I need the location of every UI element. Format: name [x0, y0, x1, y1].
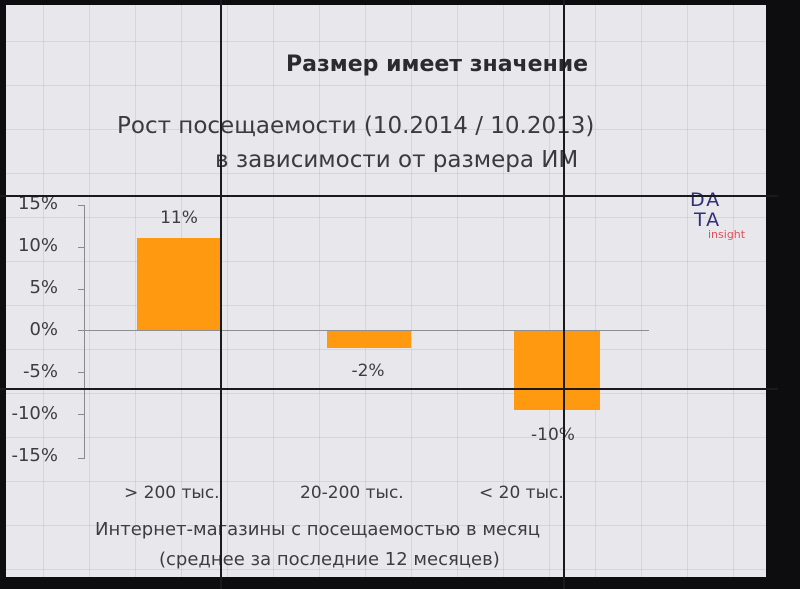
y-tick-mark: [78, 372, 84, 373]
logo-line1: DA: [690, 189, 722, 211]
y-tick-label: 0%: [29, 319, 58, 340]
chart-subtitle-line2: в зависимости от размера ИМ: [215, 147, 579, 173]
x-category-label: < 20 тыс.: [479, 483, 564, 503]
x-category-label: 20-200 тыс.: [300, 483, 404, 503]
y-tick-label: -5%: [22, 361, 58, 382]
x-category-label: > 200 тыс.: [124, 483, 220, 503]
y-tick-label: 10%: [17, 235, 58, 256]
x-axis-title-line2: (среднее за последние 12 месяцев): [159, 549, 500, 570]
overlay-guide-vertical: [563, 0, 565, 589]
y-tick-mark: [78, 289, 84, 290]
y-tick-mark: [78, 330, 84, 331]
data-label-under-20k: -10%: [531, 425, 575, 445]
y-tick-mark: [78, 247, 84, 248]
y-tick-label: 5%: [29, 277, 58, 298]
data-label-20-200k: -2%: [351, 361, 385, 381]
logo-line2: TA: [694, 209, 722, 231]
y-axis: [84, 205, 85, 459]
data-label-over-200k: 11%: [160, 208, 198, 228]
chart-subtitle-line1: Рост посещаемости (10.2014 / 10.2013): [117, 113, 595, 139]
logo-tagline: insight: [708, 228, 746, 241]
x-axis-title-line1: Интернет-магазины с посещаемостью в меся…: [95, 519, 540, 540]
y-tick-mark: [78, 205, 84, 206]
y-tick-mark: [78, 414, 84, 415]
overlay-guide-horizontal: [0, 195, 778, 197]
zero-baseline: [84, 330, 649, 331]
slide-title: Размер имеет значение: [286, 52, 589, 77]
data-insight-logo: DA TA insight: [690, 190, 745, 241]
overlay-guide-horizontal: [0, 388, 778, 390]
slide-screen: [6, 5, 766, 577]
overlay-guide-vertical: [220, 0, 222, 589]
y-tick-mark: [78, 458, 84, 459]
bar-under-20k: [514, 331, 600, 410]
bar-over-200k: [137, 238, 221, 330]
y-tick-label: -15%: [11, 445, 58, 466]
y-tick-label: -10%: [11, 403, 58, 424]
bar-20-200k: [327, 331, 411, 348]
y-tick-label: 15%: [17, 193, 58, 214]
